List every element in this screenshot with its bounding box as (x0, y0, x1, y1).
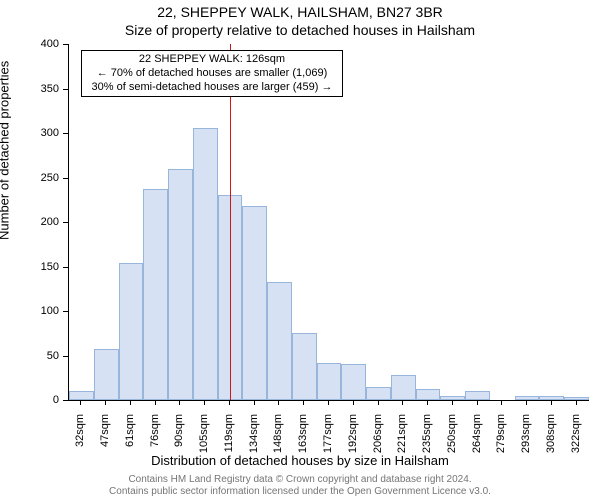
y-tick-mark (63, 222, 68, 223)
x-tick-mark (526, 400, 527, 405)
annotation-line-1: 22 SHEPPEY WALK: 126sqm (86, 53, 338, 67)
y-tick-mark (63, 400, 68, 401)
histogram-bar (242, 206, 267, 400)
x-tick-label: 192sqm (347, 414, 359, 460)
histogram-bar (292, 333, 317, 400)
y-tick-label: 150 (29, 261, 59, 273)
y-tick-mark (63, 267, 68, 268)
y-tick-mark (63, 178, 68, 179)
x-tick-label: 119sqm (223, 414, 235, 460)
x-tick-mark (551, 400, 552, 405)
x-tick-mark (278, 400, 279, 405)
y-tick-label: 0 (29, 394, 59, 406)
x-tick-mark (328, 400, 329, 405)
histogram-bar (94, 349, 119, 400)
x-tick-mark (353, 400, 354, 405)
x-tick-label: 221sqm (396, 414, 408, 460)
histogram-bar (143, 189, 168, 400)
x-tick-label: 61sqm (124, 414, 136, 460)
y-tick-label: 200 (29, 216, 59, 228)
x-tick-mark (501, 400, 502, 405)
x-tick-mark (477, 400, 478, 405)
property-size-annotation: 22 SHEPPEY WALK: 126sqm ← 70% of detache… (81, 50, 343, 97)
x-tick-label: 134sqm (248, 414, 260, 460)
annotation-line-3: 30% of semi-detached houses are larger (… (86, 81, 338, 95)
x-tick-label: 76sqm (149, 414, 161, 460)
histogram-bar (440, 396, 465, 400)
x-tick-label: 250sqm (446, 414, 458, 460)
histogram-bar (391, 375, 416, 400)
x-tick-mark (105, 400, 106, 405)
histogram-bar (168, 169, 193, 400)
x-tick-label: 47sqm (99, 414, 111, 460)
histogram-bar (465, 391, 490, 400)
y-tick-mark (63, 89, 68, 90)
chart-plot-area: 22 SHEPPEY WALK: 126sqm ← 70% of detache… (68, 44, 589, 401)
x-tick-label: 32sqm (74, 414, 86, 460)
chart-credit: Contains HM Land Registry data © Crown c… (0, 474, 600, 498)
histogram-bar (193, 128, 218, 400)
histogram-bar (267, 282, 292, 400)
y-tick-label: 50 (29, 350, 59, 362)
x-tick-label: 279sqm (495, 414, 507, 460)
credit-line-1: Contains HM Land Registry data © Crown c… (0, 474, 600, 486)
y-tick-mark (63, 133, 68, 134)
x-tick-mark (402, 400, 403, 405)
x-tick-mark (378, 400, 379, 405)
histogram-bar (119, 263, 144, 400)
x-tick-mark (452, 400, 453, 405)
x-tick-mark (204, 400, 205, 405)
x-tick-label: 322sqm (570, 414, 582, 460)
y-tick-mark (63, 311, 68, 312)
property-size-marker-line (230, 44, 231, 400)
x-tick-label: 264sqm (471, 414, 483, 460)
x-tick-mark (576, 400, 577, 405)
y-axis-label: Number of detached properties (0, 61, 12, 240)
chart-address-title: 22, SHEPPEY WALK, HAILSHAM, BN27 3BR (0, 4, 600, 20)
annotation-line-2: ← 70% of detached houses are smaller (1,… (86, 67, 338, 81)
histogram-bar (416, 389, 441, 400)
x-tick-mark (303, 400, 304, 405)
y-tick-label: 300 (29, 127, 59, 139)
x-tick-mark (229, 400, 230, 405)
histogram-bar (341, 364, 366, 400)
x-tick-mark (155, 400, 156, 405)
histogram-bar (564, 397, 589, 400)
histogram-bar (539, 396, 564, 400)
x-tick-label: 206sqm (372, 414, 384, 460)
y-tick-label: 350 (29, 83, 59, 95)
x-tick-label: 90sqm (173, 414, 185, 460)
credit-line-2: Contains public sector information licen… (0, 486, 600, 498)
x-tick-label: 105sqm (198, 414, 210, 460)
x-tick-mark (179, 400, 180, 405)
y-tick-label: 250 (29, 172, 59, 184)
x-tick-label: 308sqm (545, 414, 557, 460)
x-tick-mark (427, 400, 428, 405)
x-tick-mark (130, 400, 131, 405)
x-tick-label: 293sqm (520, 414, 532, 460)
x-tick-mark (80, 400, 81, 405)
x-tick-mark (254, 400, 255, 405)
y-tick-label: 100 (29, 305, 59, 317)
chart-subtitle: Size of property relative to detached ho… (0, 22, 600, 38)
x-tick-label: 163sqm (297, 414, 309, 460)
histogram-bar (366, 387, 391, 400)
y-tick-mark (63, 44, 68, 45)
x-tick-label: 235sqm (421, 414, 433, 460)
histogram-bar (69, 391, 94, 400)
x-tick-label: 177sqm (322, 414, 334, 460)
y-tick-label: 400 (29, 38, 59, 50)
histogram-bar (317, 363, 342, 400)
y-tick-mark (63, 356, 68, 357)
x-tick-label: 148sqm (272, 414, 284, 460)
